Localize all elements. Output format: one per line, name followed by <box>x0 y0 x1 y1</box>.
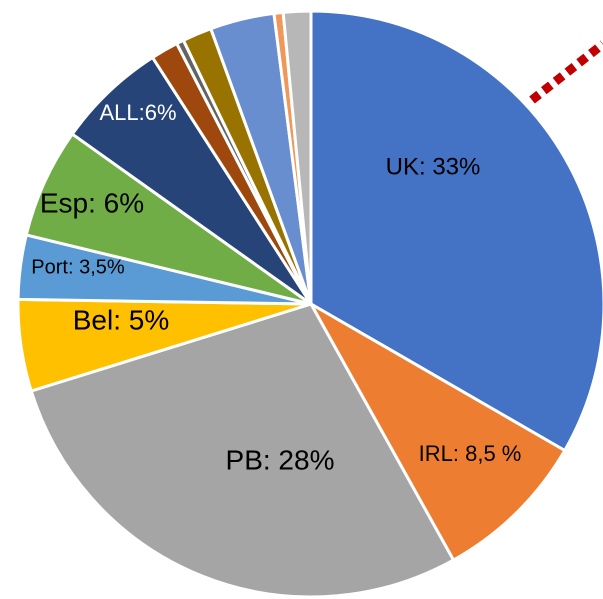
slice-label: IRL: 8,5 % <box>419 441 522 466</box>
slice-label: PB: 28% <box>226 444 335 475</box>
slice-label: UK: 33% <box>386 153 481 180</box>
slice-label: Esp: 6% <box>40 187 144 218</box>
slice-label: Bel: 5% <box>73 304 170 335</box>
pie-slice <box>307 299 567 563</box>
pie-slice <box>29 302 456 599</box>
pie-slice <box>309 9 603 453</box>
slice-label: Port: 3,5% <box>31 256 125 278</box>
slice-label: ALL:6% <box>99 100 176 125</box>
pie-slice <box>281 9 313 305</box>
dotted-connector <box>529 40 603 104</box>
